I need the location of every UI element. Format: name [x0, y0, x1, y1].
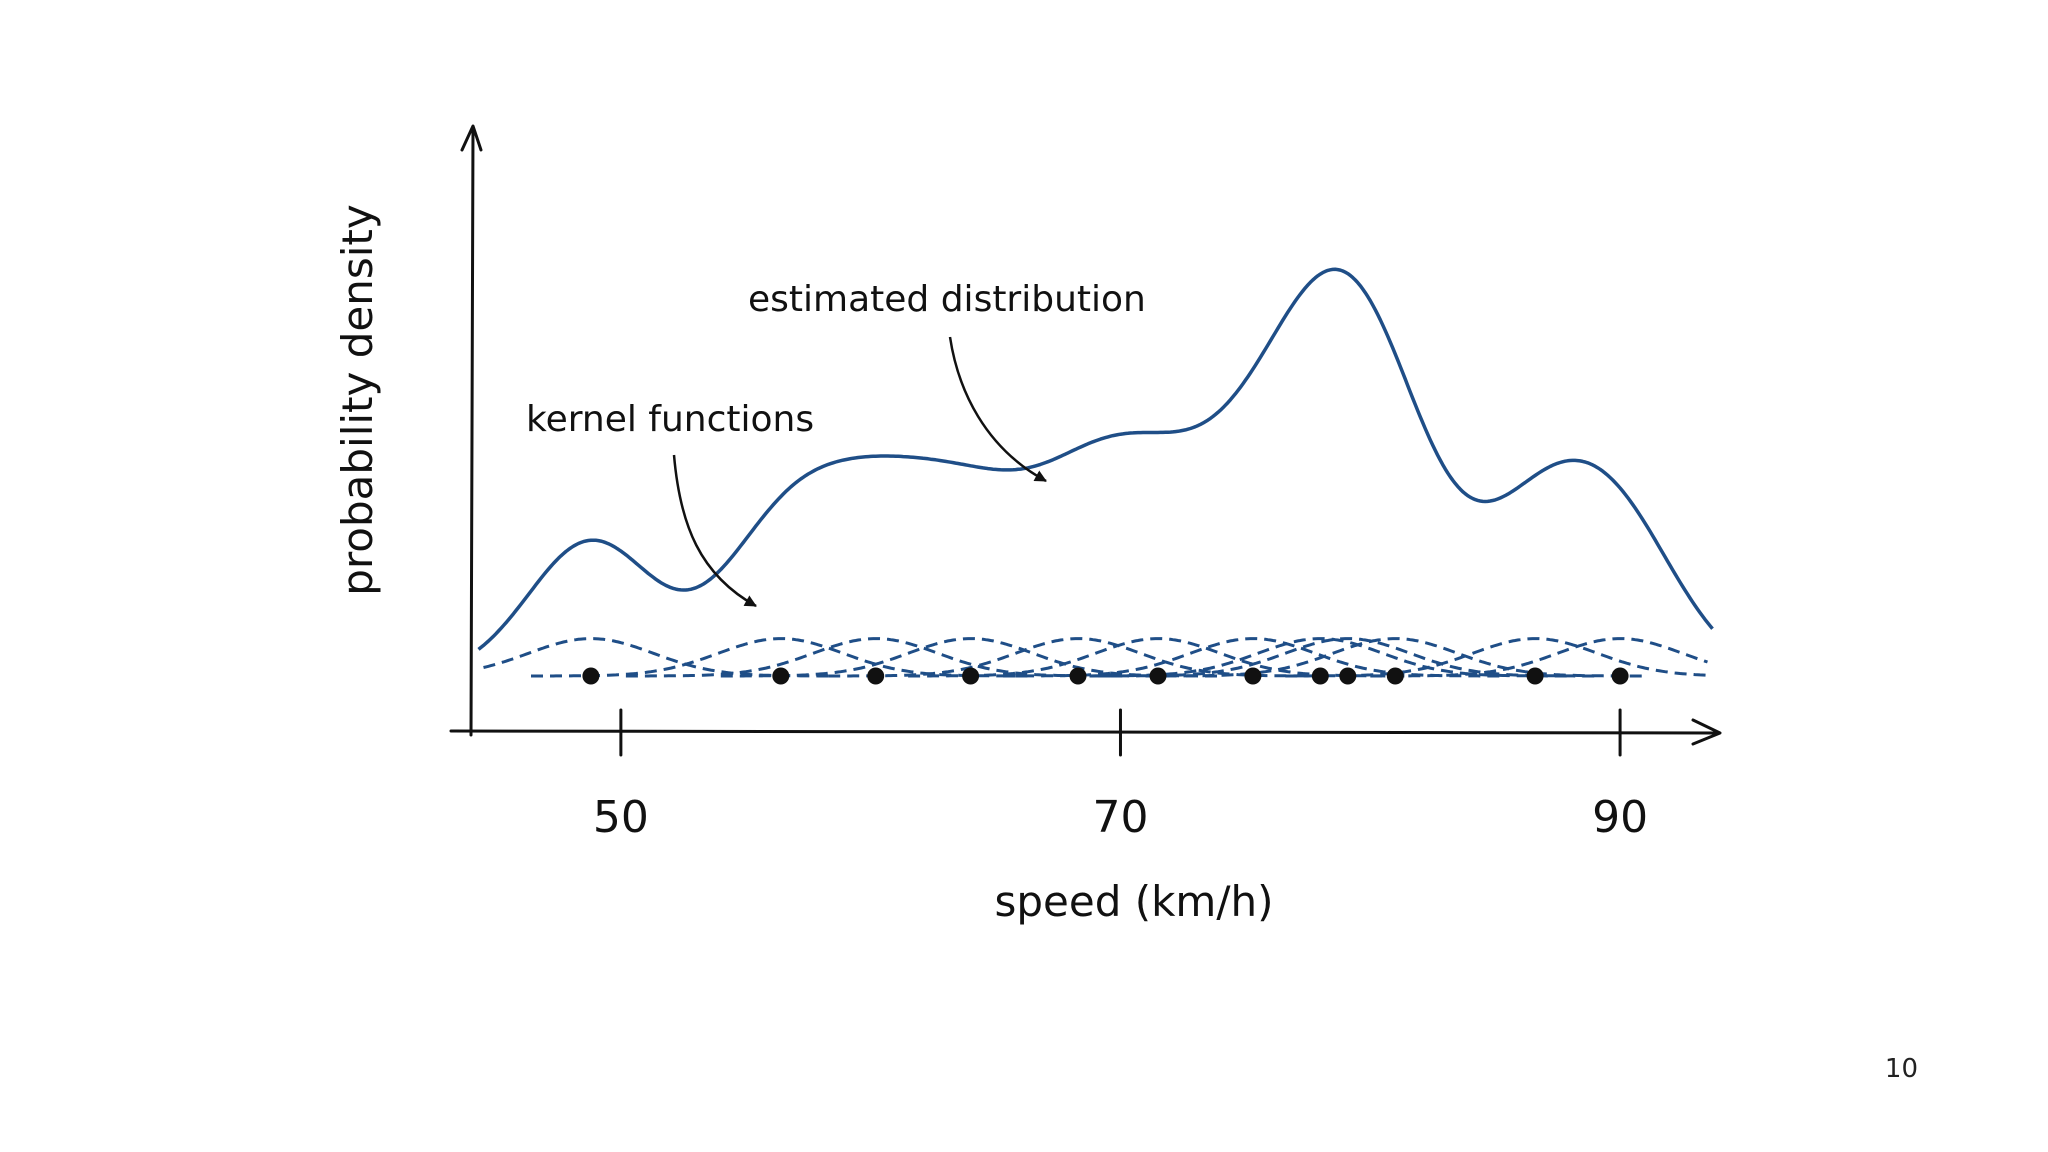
x-axis-title: speed (km/h) [994, 877, 1273, 926]
y-axis [469, 126, 475, 737]
page-number: 10 [1884, 1054, 1918, 1084]
kernel-functions [483, 637, 1708, 678]
x-ticks: 50 70 90 [593, 708, 1648, 843]
kernel-curve [1285, 637, 1708, 678]
data-point [1149, 667, 1167, 685]
data-point [867, 667, 885, 685]
y-axis-title: probability density [333, 204, 382, 595]
data-point [1069, 667, 1087, 685]
x-tick-label: 90 [1592, 792, 1648, 843]
kernel-curve [1370, 637, 1708, 678]
x-tick-label: 70 [1092, 792, 1148, 843]
data-point [1244, 667, 1262, 685]
data-point [962, 667, 980, 685]
y-axis-arrowhead [460, 124, 483, 152]
axes [449, 124, 1722, 746]
annotation-kernel-functions: kernel functions [526, 399, 814, 440]
data-point [1386, 667, 1404, 685]
data-points [582, 667, 1629, 685]
x-axis [449, 729, 1720, 735]
x-tick-label: 50 [593, 792, 649, 843]
data-point [1526, 667, 1544, 685]
data-point [1339, 667, 1357, 685]
estimated-distribution-curve [477, 267, 1714, 651]
data-point [582, 667, 600, 685]
kernel-curve [1145, 637, 1646, 678]
data-point [772, 667, 790, 685]
annotation-arrow-kernels [672, 454, 757, 608]
kernel-curve [1098, 637, 1598, 678]
data-point [1611, 667, 1629, 685]
x-axis-arrowhead [1691, 718, 1722, 746]
annotation-arrow-estimated [948, 336, 1047, 483]
annotation-estimated-distribution: estimated distribution [748, 279, 1146, 320]
data-point [1311, 667, 1329, 685]
kernel-curve [531, 637, 1029, 678]
